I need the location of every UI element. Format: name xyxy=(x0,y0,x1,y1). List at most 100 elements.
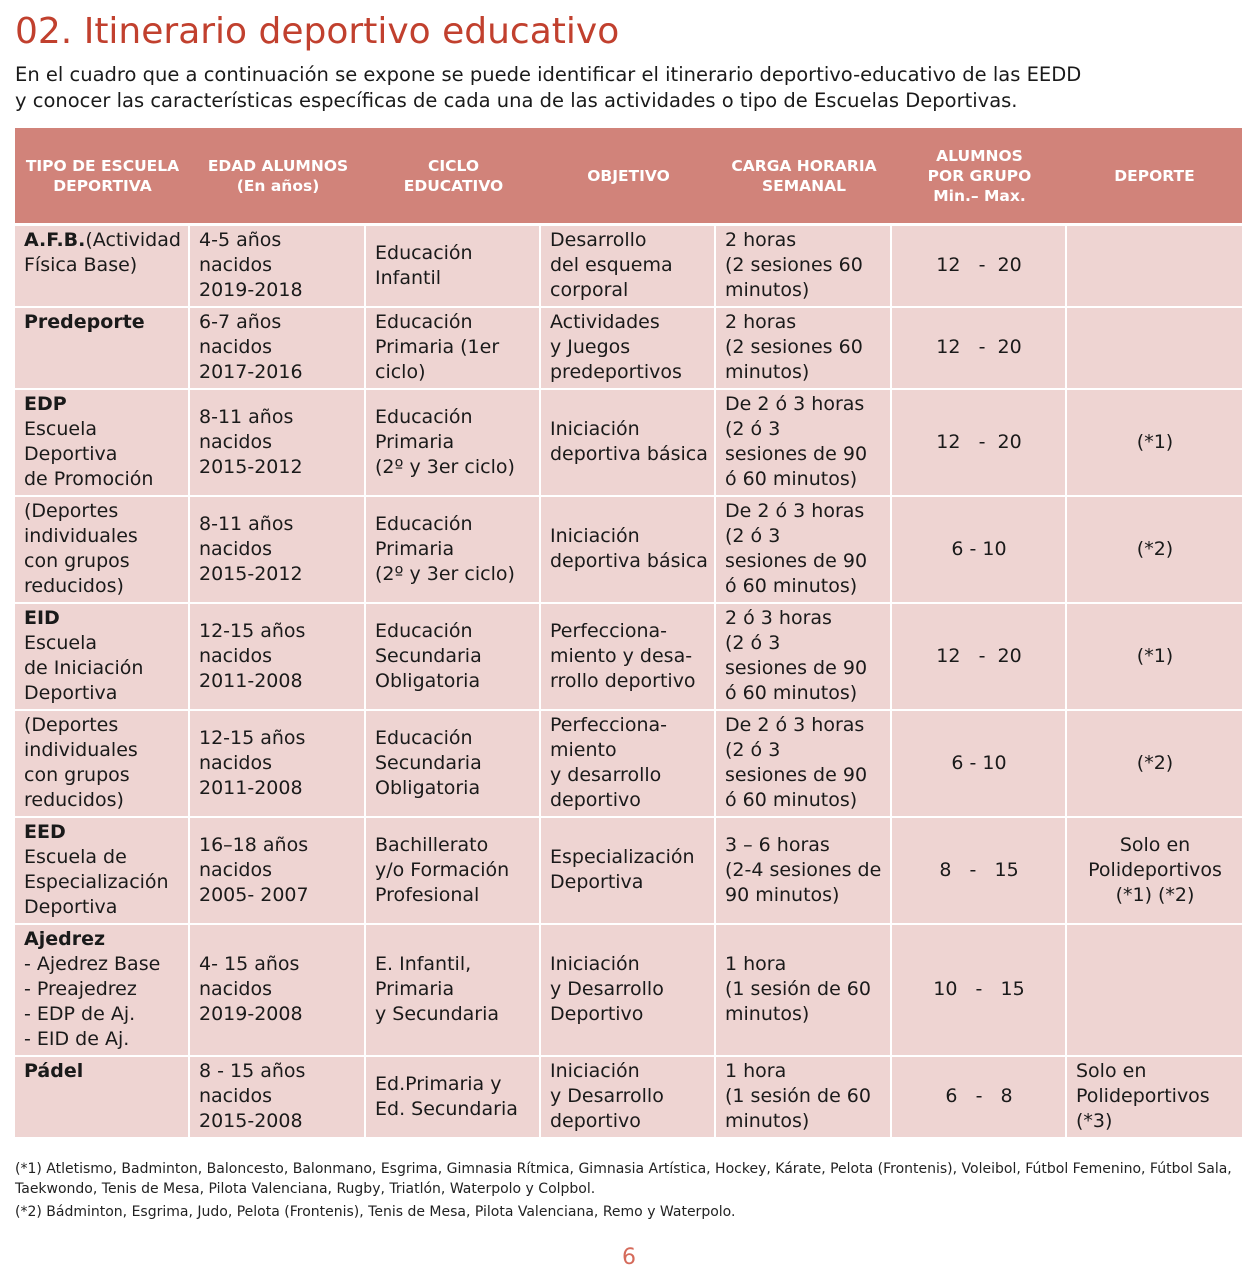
cell-tipo: (Deportes individuales con grupos reducidos… xyxy=(15,711,190,818)
cell-line: 4- 15 años xyxy=(199,953,300,975)
cell-line: minutos) xyxy=(725,361,810,383)
cell-line: (2-4 sesiones de xyxy=(725,858,882,881)
cell-line: (2 ó 3 xyxy=(725,418,781,440)
cell-line: Iniciación xyxy=(550,418,640,440)
cell-line: - Preajedrez xyxy=(24,978,137,1000)
cell-line: Ajedrez xyxy=(24,927,180,952)
cell-line: Educación xyxy=(375,405,473,428)
header-objetivo: OBJETIVO xyxy=(541,128,716,226)
cell-ciclo: Educación Secundaria Obligatoria xyxy=(366,711,541,818)
cell-objetivo: Iniciación y Desarrollo deportivo xyxy=(541,1057,716,1139)
cell-tipo: A.F.B.(Actividad Física Base) xyxy=(15,226,190,308)
cell-ciclo: Educación Primaria (2º y 3er ciclo) xyxy=(366,390,541,497)
cell-line: 12-15 años xyxy=(199,726,306,749)
cell-line: (2 sesiones 60 xyxy=(725,336,863,358)
cell-objetivo: Perfecciona-miento y desa-rrollo deporti… xyxy=(541,604,716,711)
cell-line: De 2 ó 3 horas xyxy=(725,500,865,522)
cell-ciclo: E. Infantil, Primaria y Secundaria xyxy=(366,925,541,1057)
cell-line: (*2) xyxy=(1136,537,1174,560)
cell-line: Deportiva xyxy=(24,896,118,918)
school-type-name: Ajedrez xyxy=(24,928,106,950)
cell-alumnos: 6 - 8 xyxy=(892,1057,1067,1139)
cell-line: sesiones de 90 xyxy=(725,550,868,572)
cell-deporte: (*2) xyxy=(1067,497,1242,604)
cell-line: nacidos xyxy=(199,978,272,1000)
table-row: EED Escuela de Especialización Deportiva 16–… xyxy=(15,818,1242,925)
cell-line: EDP xyxy=(24,392,180,417)
table-row: Pádel 8 - 15 años nacidos 2015-2008 Ed.Prima… xyxy=(15,1057,1242,1139)
cell-line: 2005- 2007 xyxy=(199,883,309,906)
school-type-name: Pádel xyxy=(24,1060,84,1082)
page-number: 6 xyxy=(622,1245,636,1270)
header-label: TIPO DE ESCUELA xyxy=(25,156,180,175)
cell-line: Deportiva xyxy=(550,871,644,893)
cell-line: y Juegos xyxy=(550,336,631,358)
cell-deporte: (*1) xyxy=(1067,390,1242,497)
cell-line: Escuela xyxy=(24,632,98,654)
cell-line: (Deportes xyxy=(24,500,119,522)
header-tipo: TIPO DE ESCUELA DEPORTIVA xyxy=(15,128,190,226)
header-label: (En años) xyxy=(236,176,320,195)
cell-line: 1 hora xyxy=(725,953,787,975)
cell-line: (*3) xyxy=(1076,1110,1113,1132)
cell-line: (2 ó 3 xyxy=(725,632,781,654)
school-type-name: Predeporte xyxy=(24,311,145,333)
table-row: EDP Escuela Deportiva de Promoción 8-11 años… xyxy=(15,390,1242,497)
group-size: 6 - 10 xyxy=(951,537,1007,560)
cell-line: Profesional xyxy=(375,883,480,906)
cell-carga: 3 – 6 horas (2-4 sesiones de 90 minutos) xyxy=(716,818,892,925)
cell-edad: 16–18 años nacidos 2005- 2007 xyxy=(190,818,366,925)
header-label: CARGA HORARIA xyxy=(731,156,877,175)
cell-line: 4-5 años xyxy=(199,229,282,251)
cell-line: nacidos xyxy=(199,254,272,276)
cell-objetivo: Iniciación deportiva básica xyxy=(541,390,716,497)
cell-line: ciclo) xyxy=(375,361,426,383)
cell-line: Primaria xyxy=(375,430,455,453)
cell-alumnos: 8 - 15 xyxy=(892,818,1067,925)
cell-ciclo: Educación Primaria (2º y 3er ciclo) xyxy=(366,497,541,604)
intro-line: y conocer las características específica… xyxy=(15,89,1018,112)
cell-line: Perfecciona- xyxy=(550,714,667,736)
cell-carga: 2 horas (2 sesiones 60 minutos) xyxy=(716,308,892,390)
cell-line: Especialización xyxy=(550,846,695,868)
cell-line: minutos) xyxy=(725,1110,810,1132)
cell-line: nacidos xyxy=(199,430,272,453)
cell-line: A.F.B.(Actividad xyxy=(24,228,181,253)
cell-line: reducidos) xyxy=(24,789,124,811)
cell-alumnos: 12 - 20 xyxy=(892,604,1067,711)
cell-line: Iniciación xyxy=(550,1060,640,1082)
intro-paragraph: En el cuadro que a continuación se expon… xyxy=(15,62,1245,114)
cell-line: Escuela de xyxy=(24,846,127,868)
cell-line: nacidos xyxy=(199,644,272,667)
cell-line: Educación xyxy=(375,726,473,749)
cell-line: deportivo xyxy=(550,1110,641,1132)
header-carga: CARGA HORARIA SEMANAL xyxy=(716,128,892,226)
cell-line: 2019-2008 xyxy=(199,1003,303,1025)
cell-deporte xyxy=(1067,226,1242,308)
cell-line: sesiones de 90 xyxy=(725,443,868,465)
cell-line: 2 ó 3 horas xyxy=(725,607,832,629)
table-row: Predeporte 6-7 años nacidos 2017-2016 Educac… xyxy=(15,308,1242,390)
cell-line: Primaria xyxy=(375,537,455,560)
table-row: EID Escuela de Iniciación Deportiva 12-15 añ… xyxy=(15,604,1242,711)
cell-line: (2º y 3er ciclo) xyxy=(375,455,515,478)
group-size: 12 - 20 xyxy=(936,430,1022,453)
cell-line: (Deportes xyxy=(24,714,119,736)
cell-line: Bachillerato xyxy=(375,833,489,856)
cell-deporte: Solo en Polideportivos (*1) (*2) xyxy=(1067,818,1242,925)
group-size: 12 - 20 xyxy=(936,644,1022,667)
cell-line: reducidos) xyxy=(24,575,124,597)
cell-line: Iniciación xyxy=(550,525,640,547)
cell-carga: 1 hora (1 sesión de 60 minutos) xyxy=(716,1057,892,1139)
cell-carga: De 2 ó 3 horas (2 ó 3 sesiones de 90 ó 60 m… xyxy=(716,390,892,497)
cell-line: De 2 ó 3 horas xyxy=(725,714,865,736)
cell-tipo: EDP Escuela Deportiva de Promoción xyxy=(15,390,190,497)
header-edad: EDAD ALUMNOS (En años) xyxy=(190,128,366,226)
cell-objetivo: Actividades y Juegos predeportivos xyxy=(541,308,716,390)
cell-ciclo: Educación Infantil xyxy=(366,226,541,308)
cell-line: (2 ó 3 xyxy=(725,739,781,761)
cell-line: Educación xyxy=(375,619,473,642)
cell-line: 3 – 6 horas xyxy=(725,833,830,856)
cell-line: y Desarrollo xyxy=(550,978,664,1000)
school-type-name: EDP xyxy=(24,393,67,415)
